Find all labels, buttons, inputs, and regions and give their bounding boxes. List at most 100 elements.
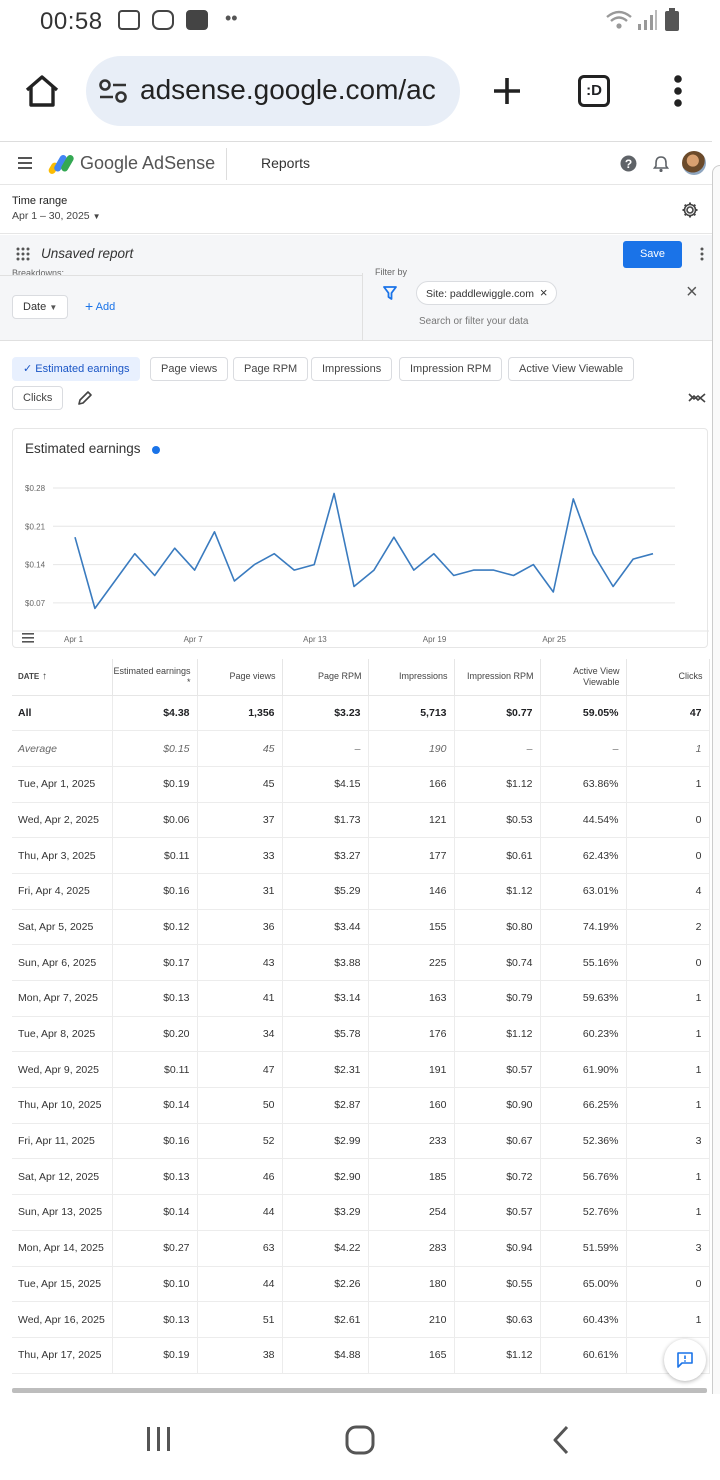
table-cell-page-views: 44 bbox=[197, 1266, 283, 1303]
table-cell-page-views: 1,356 bbox=[197, 695, 283, 732]
table-cell-estimated-earnings: $0.13 bbox=[112, 980, 198, 1017]
table-cell-clicks: 0 bbox=[626, 802, 710, 839]
table-cell-estimated-earnings: $0.16 bbox=[112, 873, 198, 910]
table-cell-impression-rpm: $0.80 bbox=[454, 909, 541, 946]
edit-metrics-icon[interactable] bbox=[77, 390, 93, 406]
home-nav-icon[interactable] bbox=[345, 1425, 375, 1455]
table-cell-impressions: 163 bbox=[368, 980, 455, 1017]
x-tick-label: Apr 1 bbox=[64, 635, 84, 644]
system-nav-bar bbox=[0, 1394, 720, 1480]
table-cell-page-views: 44 bbox=[197, 1194, 283, 1231]
column-header-clicks[interactable]: Clicks bbox=[626, 659, 710, 696]
avatar[interactable] bbox=[682, 151, 706, 175]
add-breakdown-button[interactable]: + Add bbox=[85, 297, 115, 314]
column-header-estimated-earnings[interactable]: Estimated earnings * bbox=[112, 659, 198, 696]
x-tick-label: Apr 19 bbox=[423, 635, 447, 644]
table-cell-page-rpm: $2.26 bbox=[282, 1266, 369, 1303]
table-cell-clicks: 1 bbox=[626, 1158, 710, 1196]
metric-chip-page-rpm[interactable]: Page RPM bbox=[233, 357, 309, 381]
plus-icon: + bbox=[85, 298, 94, 314]
tab-switcher-button[interactable]: :D bbox=[578, 75, 610, 107]
table-cell-page-rpm: $2.99 bbox=[282, 1123, 369, 1160]
browser-toolbar: adsense.google.com/ac :D bbox=[0, 42, 720, 140]
filter-chip-site[interactable]: Site: paddlewiggle.com × bbox=[416, 281, 557, 305]
series-dot-icon bbox=[152, 446, 160, 454]
home-icon[interactable] bbox=[24, 74, 60, 108]
metric-chip-impression-rpm[interactable]: Impression RPM bbox=[399, 357, 503, 381]
column-header-page-views[interactable]: Page views bbox=[197, 659, 283, 696]
report-table: DATE ↑ Estimated earnings * Page views Page… bbox=[12, 659, 710, 1374]
table-cell-active-view-viewable: 61.90% bbox=[540, 1051, 627, 1089]
table-cell-clicks: 0 bbox=[626, 1266, 710, 1303]
column-header-active-view-viewable[interactable]: Active View Viewable bbox=[540, 659, 627, 696]
table-cell-impressions: 166 bbox=[368, 766, 455, 803]
compare-trend-icon[interactable] bbox=[688, 392, 706, 404]
report-title[interactable]: Unsaved report bbox=[41, 246, 134, 261]
save-button[interactable]: Save bbox=[623, 241, 682, 268]
app-name: Google AdSense bbox=[80, 153, 216, 173]
column-header-page-rpm[interactable]: Page RPM bbox=[282, 659, 369, 696]
chart-legend-toggle-icon[interactable] bbox=[22, 633, 34, 643]
table-cell-date: Thu, Apr 10, 2025 bbox=[12, 1087, 113, 1124]
table-row: Tue, Apr 1, 2025 $0.19 45 $4.15 166 $1.12 63.8… bbox=[12, 766, 710, 803]
settings-gear-icon[interactable] bbox=[681, 201, 699, 219]
close-filter-icon[interactable]: × bbox=[686, 281, 698, 303]
page-scrollbar[interactable] bbox=[712, 165, 720, 1395]
breakdowns-divider bbox=[0, 275, 362, 276]
table-cell-estimated-earnings: $0.11 bbox=[112, 1051, 198, 1089]
table-cell-impressions: 121 bbox=[368, 802, 455, 839]
metric-chip-clicks[interactable]: Clicks bbox=[12, 386, 64, 410]
recent-apps-icon[interactable] bbox=[146, 1426, 172, 1452]
new-tab-icon[interactable] bbox=[492, 76, 522, 106]
back-nav-icon[interactable] bbox=[552, 1425, 570, 1455]
table-cell-impression-rpm: $0.55 bbox=[454, 1266, 541, 1303]
header-divider bbox=[226, 148, 227, 180]
browser-menu-icon[interactable] bbox=[672, 74, 684, 110]
help-icon[interactable]: ? bbox=[620, 155, 637, 172]
column-header-label: Estimated earnings * bbox=[113, 665, 191, 687]
status-time: 00:58 bbox=[40, 8, 103, 35]
notifications-bell-icon[interactable] bbox=[653, 155, 669, 172]
metric-chip-active-view-viewable[interactable]: Active View Viewable bbox=[508, 357, 635, 381]
table-cell-page-rpm: $4.88 bbox=[282, 1337, 369, 1374]
site-settings-icon[interactable] bbox=[98, 78, 128, 104]
report-more-icon[interactable] bbox=[700, 247, 704, 261]
table-cell-page-views: 41 bbox=[197, 980, 283, 1017]
filter-search-input[interactable]: Search or filter your data bbox=[419, 316, 529, 327]
table-cell-impression-rpm: – bbox=[454, 730, 541, 767]
hamburger-menu-icon[interactable] bbox=[18, 157, 32, 169]
table-cell-page-rpm: $4.15 bbox=[282, 766, 369, 803]
table-cell-page-views: 51 bbox=[197, 1301, 283, 1338]
table-cell-impressions: 254 bbox=[368, 1194, 455, 1231]
url-bar[interactable]: adsense.google.com/ac bbox=[86, 56, 460, 126]
table-cell-page-rpm: – bbox=[282, 730, 369, 767]
chip-remove-icon[interactable]: × bbox=[539, 285, 548, 300]
time-range-select[interactable]: Apr 1 – 30, 2025 ▼ bbox=[12, 210, 101, 222]
metric-chip-impressions[interactable]: Impressions bbox=[311, 357, 393, 381]
column-header-impression-rpm[interactable]: Impression RPM bbox=[454, 659, 541, 696]
table-cell-clicks: 1 bbox=[626, 1087, 710, 1124]
column-header-impressions[interactable]: Impressions bbox=[368, 659, 455, 696]
metric-chip-estimated-earnings[interactable]: ✓ Estimated earnings bbox=[12, 357, 141, 381]
column-header-label: Active View Viewable bbox=[573, 665, 620, 687]
column-header-date[interactable]: DATE ↑ bbox=[12, 659, 113, 696]
metric-chip-page-views[interactable]: Page views bbox=[150, 357, 229, 381]
table-cell-date: Tue, Apr 8, 2025 bbox=[12, 1016, 113, 1053]
sort-ascending-icon[interactable]: ↑ bbox=[39, 671, 47, 683]
table-cell-impression-rpm: $0.72 bbox=[454, 1158, 541, 1196]
breakdown-date-select[interactable]: Date ▼ bbox=[12, 295, 69, 319]
drag-grid-icon bbox=[16, 247, 30, 261]
table-cell-estimated-earnings: $4.38 bbox=[112, 695, 198, 732]
table-cell-impression-rpm: $0.57 bbox=[454, 1194, 541, 1231]
table-horizontal-scrollbar[interactable] bbox=[12, 1388, 707, 1393]
table-cell-clicks: 4 bbox=[626, 873, 710, 910]
y-tick-label: $0.28 bbox=[25, 484, 46, 493]
table-cell-active-view-viewable: 60.23% bbox=[540, 1016, 627, 1053]
table-cell-estimated-earnings: $0.19 bbox=[112, 766, 198, 803]
table-cell-page-views: 45 bbox=[197, 730, 283, 767]
table-cell-page-views: 45 bbox=[197, 766, 283, 803]
time-range-label: Time range bbox=[12, 195, 68, 207]
feedback-button[interactable] bbox=[664, 1339, 706, 1381]
table-cell-page-rpm: $3.44 bbox=[282, 909, 369, 946]
breakdowns-label: Breakdowns: bbox=[12, 268, 65, 278]
